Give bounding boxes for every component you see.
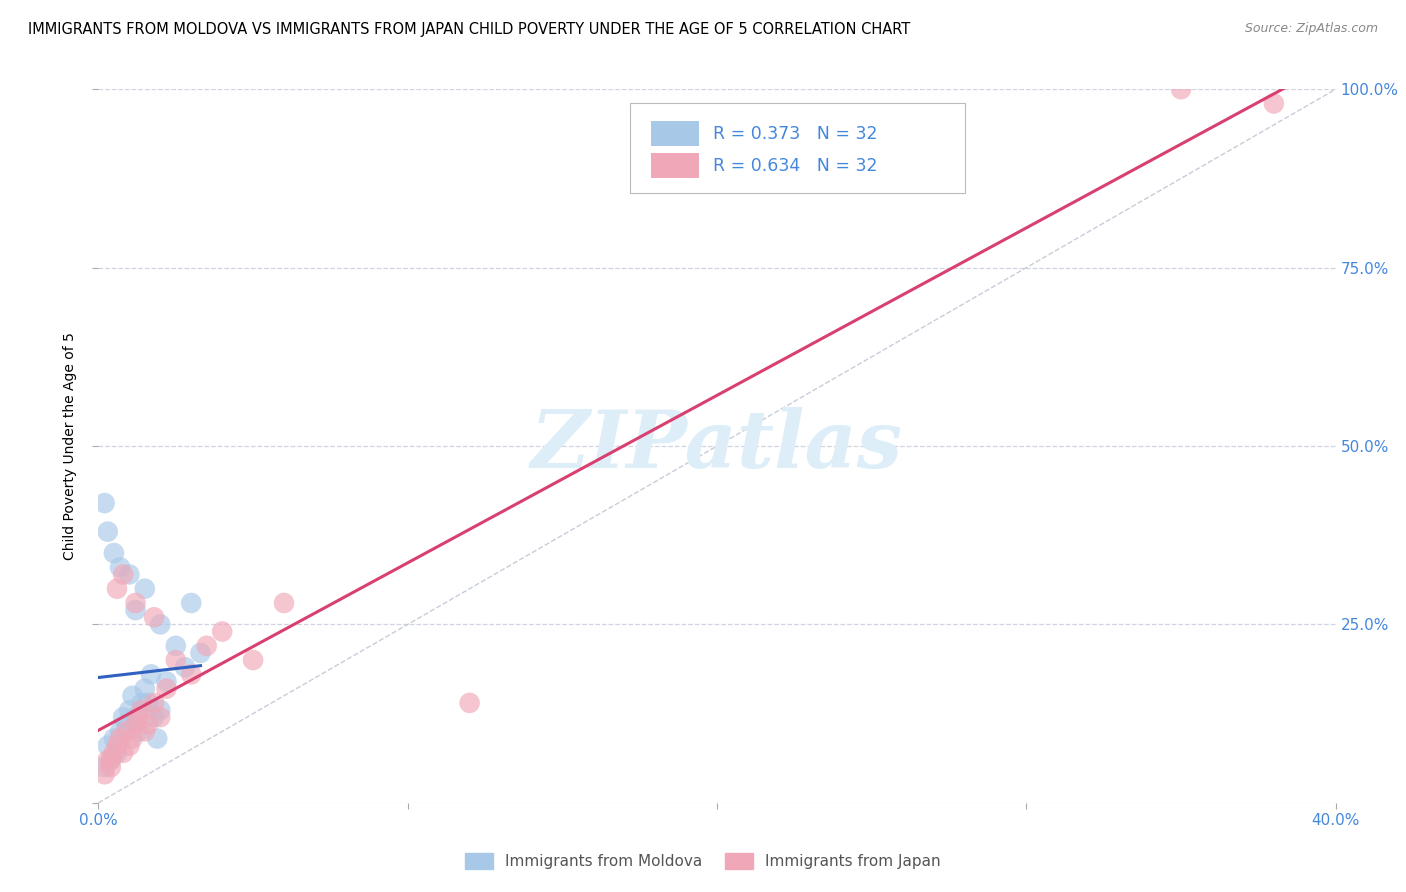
Point xyxy=(100,753,122,767)
Point xyxy=(1263,96,1285,111)
Point xyxy=(124,603,146,617)
Point xyxy=(134,724,156,739)
Point xyxy=(180,667,202,681)
Point xyxy=(143,710,166,724)
Point xyxy=(146,731,169,746)
Point xyxy=(165,639,187,653)
Point xyxy=(273,596,295,610)
Point xyxy=(112,567,135,582)
Point xyxy=(93,767,115,781)
Bar xyxy=(651,121,699,146)
Point xyxy=(93,496,115,510)
Point xyxy=(143,696,166,710)
Point xyxy=(93,760,115,774)
Point xyxy=(136,696,159,710)
Point xyxy=(105,582,128,596)
Point xyxy=(103,731,125,746)
Point xyxy=(118,567,141,582)
Point xyxy=(118,703,141,717)
Point xyxy=(211,624,233,639)
Point xyxy=(190,646,212,660)
Point xyxy=(108,731,131,746)
Point xyxy=(242,653,264,667)
Point xyxy=(112,710,135,724)
Point xyxy=(155,674,177,689)
Point xyxy=(103,546,125,560)
Point xyxy=(149,710,172,724)
Y-axis label: Child Poverty Under the Age of 5: Child Poverty Under the Age of 5 xyxy=(63,332,77,560)
Point xyxy=(165,653,187,667)
Point xyxy=(108,724,131,739)
Point xyxy=(136,717,159,731)
Point xyxy=(155,681,177,696)
Point xyxy=(100,753,122,767)
Point xyxy=(115,717,138,731)
Point xyxy=(149,703,172,717)
Point xyxy=(134,681,156,696)
Point xyxy=(134,582,156,596)
Text: IMMIGRANTS FROM MOLDOVA VS IMMIGRANTS FROM JAPAN CHILD POVERTY UNDER THE AGE OF : IMMIGRANTS FROM MOLDOVA VS IMMIGRANTS FR… xyxy=(28,22,910,37)
Point xyxy=(115,724,138,739)
Point xyxy=(128,710,150,724)
Point xyxy=(174,660,197,674)
Point xyxy=(112,746,135,760)
Point xyxy=(105,746,128,760)
Point xyxy=(97,753,120,767)
Point xyxy=(124,710,146,724)
Text: ZIPatlas: ZIPatlas xyxy=(531,408,903,484)
Point xyxy=(149,617,172,632)
Point xyxy=(97,739,120,753)
Point xyxy=(143,610,166,624)
Legend: Immigrants from Moldova, Immigrants from Japan: Immigrants from Moldova, Immigrants from… xyxy=(460,847,946,875)
Point xyxy=(124,596,146,610)
Point xyxy=(105,739,128,753)
Point xyxy=(121,731,143,746)
Point xyxy=(180,596,202,610)
Point xyxy=(139,667,162,681)
Point xyxy=(195,639,218,653)
Point xyxy=(124,717,146,731)
Point xyxy=(458,696,481,710)
Point xyxy=(103,746,125,760)
Point xyxy=(108,560,131,574)
Point xyxy=(100,760,122,774)
Text: R = 0.634   N = 32: R = 0.634 N = 32 xyxy=(713,157,877,175)
Bar xyxy=(651,153,699,178)
Point xyxy=(97,524,120,539)
Point xyxy=(1170,82,1192,96)
Text: Source: ZipAtlas.com: Source: ZipAtlas.com xyxy=(1244,22,1378,36)
Point xyxy=(131,696,153,710)
Point xyxy=(121,689,143,703)
Point xyxy=(131,703,153,717)
Text: R = 0.373   N = 32: R = 0.373 N = 32 xyxy=(713,125,877,143)
Point xyxy=(118,739,141,753)
FancyBboxPatch shape xyxy=(630,103,965,193)
Point xyxy=(128,724,150,739)
